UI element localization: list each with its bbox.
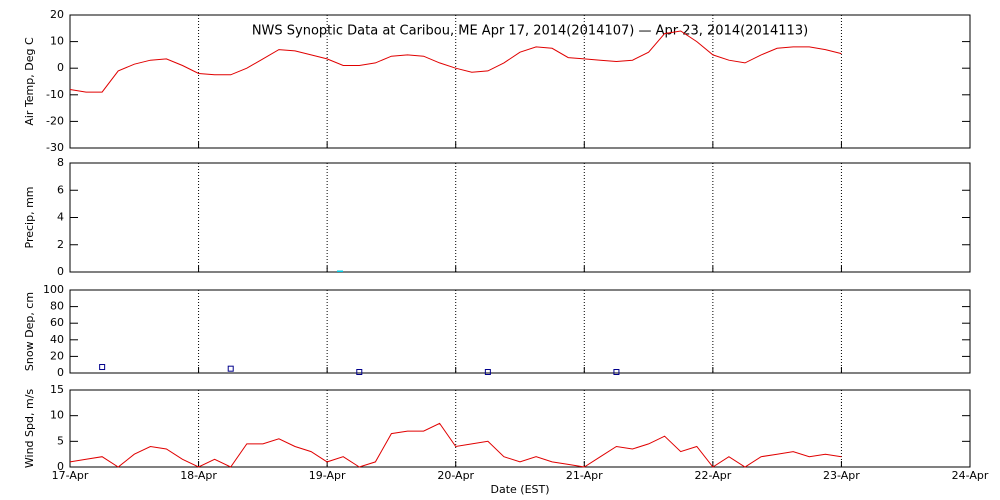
y-tick-label: 10 bbox=[50, 409, 64, 422]
marker bbox=[227, 365, 234, 372]
y-axis-label: Precip, mm bbox=[23, 187, 36, 249]
precip-bar bbox=[337, 270, 343, 272]
y-tick-label: 15 bbox=[50, 383, 64, 396]
x-tick-label: 22-Apr bbox=[694, 469, 731, 482]
y-tick-label: 100 bbox=[43, 283, 64, 296]
chart-title: NWS Synoptic Data at Caribou, ME Apr 17,… bbox=[252, 24, 808, 39]
y-tick-label: -20 bbox=[46, 114, 64, 127]
marker bbox=[99, 364, 106, 371]
y-axis-label: Snow Dep, cm bbox=[23, 292, 36, 371]
y-tick-label: 20 bbox=[50, 349, 64, 362]
x-tick-label: 23-Apr bbox=[823, 469, 860, 482]
y-tick-label: 0 bbox=[57, 460, 64, 473]
y-tick-label: 4 bbox=[57, 211, 64, 224]
plot-frame bbox=[69, 289, 971, 374]
x-tick-label: 17-Apr bbox=[52, 469, 89, 482]
y-tick-label: 40 bbox=[50, 333, 64, 346]
marker bbox=[613, 369, 620, 375]
y-tick-label: 60 bbox=[50, 316, 64, 329]
y-tick-label: -30 bbox=[46, 141, 64, 154]
marker bbox=[484, 369, 491, 375]
y-tick-label: 0 bbox=[57, 265, 64, 278]
y-tick-label: 5 bbox=[57, 434, 64, 447]
x-tick-label: 18-Apr bbox=[180, 469, 217, 482]
x-tick-label: 19-Apr bbox=[309, 469, 346, 482]
y-tick-label: 2 bbox=[57, 238, 64, 251]
y-tick-label: 20 bbox=[50, 8, 64, 21]
y-axis-label: Air Temp, Deg C bbox=[23, 37, 36, 126]
x-tick-label: 24-Apr bbox=[952, 469, 989, 482]
y-tick-label: 6 bbox=[57, 183, 64, 196]
y-tick-label: 8 bbox=[57, 156, 64, 169]
y-tick-label: 0 bbox=[57, 61, 64, 74]
data-line bbox=[69, 422, 842, 468]
y-axis-label: Wind Spd, m/s bbox=[23, 389, 36, 469]
y-tick-label: -10 bbox=[46, 88, 64, 101]
data-line bbox=[69, 30, 842, 93]
plot-frame bbox=[69, 389, 971, 468]
y-tick-label: 10 bbox=[50, 35, 64, 48]
x-tick-label: 21-Apr bbox=[566, 469, 603, 482]
marker bbox=[356, 369, 363, 375]
y-tick-label: 0 bbox=[57, 366, 64, 379]
x-axis-label: Date (EST) bbox=[490, 483, 549, 496]
x-tick-label: 20-Apr bbox=[437, 469, 474, 482]
y-tick-label: 80 bbox=[50, 300, 64, 313]
